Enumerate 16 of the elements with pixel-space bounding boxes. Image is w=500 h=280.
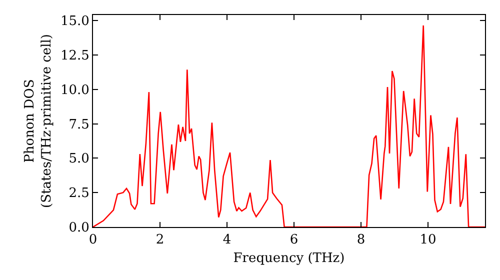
y-tick-label: 5.0	[68, 152, 90, 167]
y-axis-title: Phonon DOS (States/THz·primitive cell)	[22, 34, 54, 208]
y-tick-label: 7.5	[68, 117, 90, 132]
x-axis-title: Frequency (THz)	[233, 251, 345, 266]
y-tick-label: 15.0	[60, 14, 90, 30]
x-tick-label: 6	[290, 232, 298, 248]
x-tick-label: 2	[156, 232, 164, 248]
y-tick-label: 0.0	[68, 220, 90, 236]
line-series	[93, 24, 485, 227]
y-tick-label: 2.5	[68, 186, 90, 202]
x-tick-label: 8	[356, 232, 366, 248]
x-tick-label: 0	[88, 232, 98, 248]
x-tick-label: 10	[420, 232, 436, 248]
x-tick-label: 4	[222, 232, 232, 248]
y-tick-label: 12.5	[60, 48, 90, 64]
y-tick-label: 10.0	[60, 82, 90, 98]
